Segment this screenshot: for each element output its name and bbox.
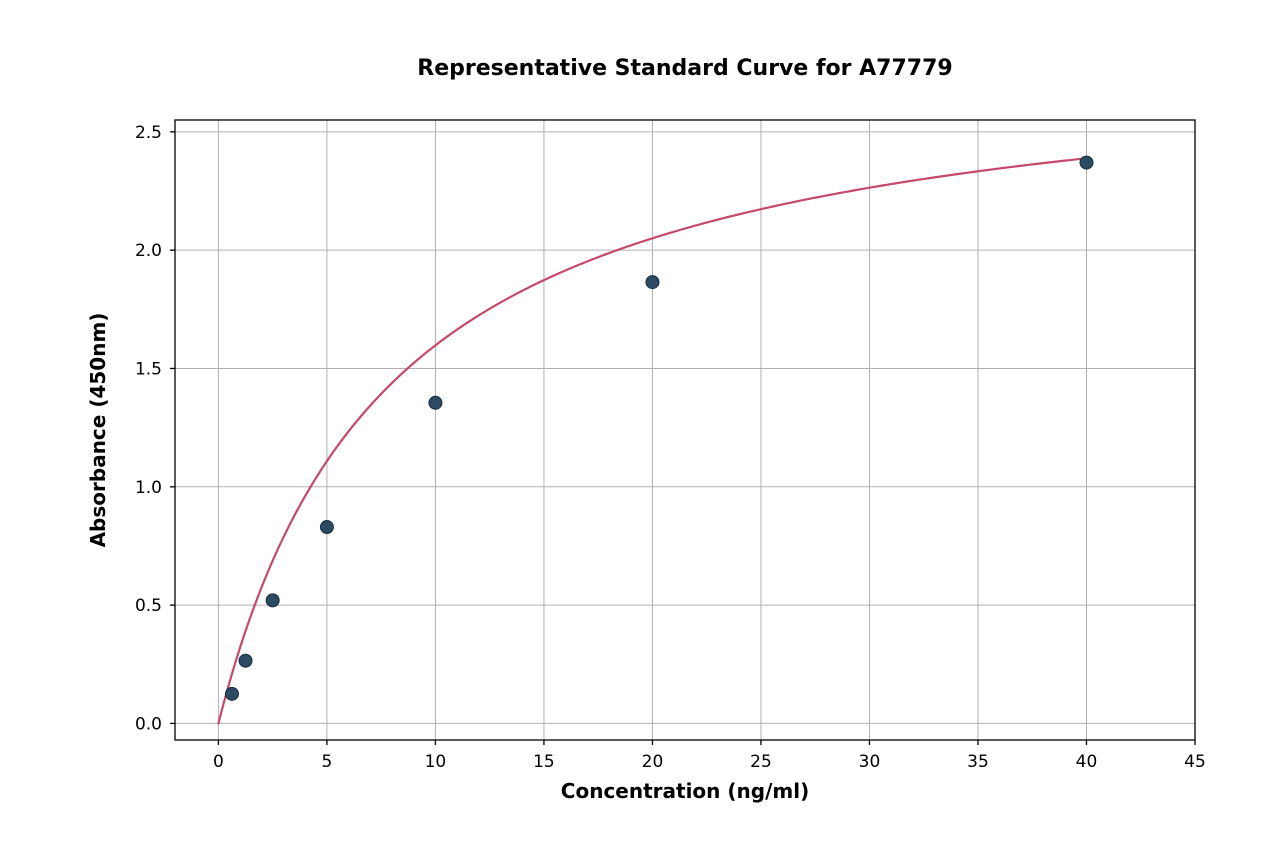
ytick-label: 0.0 [135,714,162,734]
data-point [320,521,333,534]
data-point [1080,156,1093,169]
chart-title: Representative Standard Curve for A77779 [417,56,952,81]
standard-curve-chart: 0 5 10 15 20 25 30 35 40 45 0.0 0.5 1.0 1.5 2.0 2.5 Conc… [0,0,1280,845]
xtick-label: 35 [967,752,989,772]
ytick-label: 2.5 [135,123,162,143]
xtick-label: 40 [1076,752,1098,772]
ytick-label: 1.5 [135,359,162,379]
xtick-label: 20 [642,752,664,772]
x-axis-label: Concentration (ng/ml) [561,779,809,803]
ytick-label: 1.0 [135,478,162,498]
xtick-label: 25 [750,752,772,772]
xtick-label: 0 [213,752,224,772]
xtick-label: 30 [859,752,881,772]
ytick-label: 0.5 [135,596,162,616]
xtick-label: 45 [1184,752,1206,772]
y-axis-label: Absorbance (450nm) [86,313,110,548]
data-point [266,594,279,607]
data-point [225,687,238,700]
ytick-label: 2.0 [135,241,162,261]
data-point [239,654,252,667]
xtick-label: 5 [322,752,333,772]
xtick-label: 15 [533,752,555,772]
chart-svg: 0 5 10 15 20 25 30 35 40 45 0.0 0.5 1.0 1.5 2.0 2.5 Conc… [0,0,1280,845]
data-point [429,396,442,409]
data-point [646,276,659,289]
xtick-label: 10 [425,752,447,772]
